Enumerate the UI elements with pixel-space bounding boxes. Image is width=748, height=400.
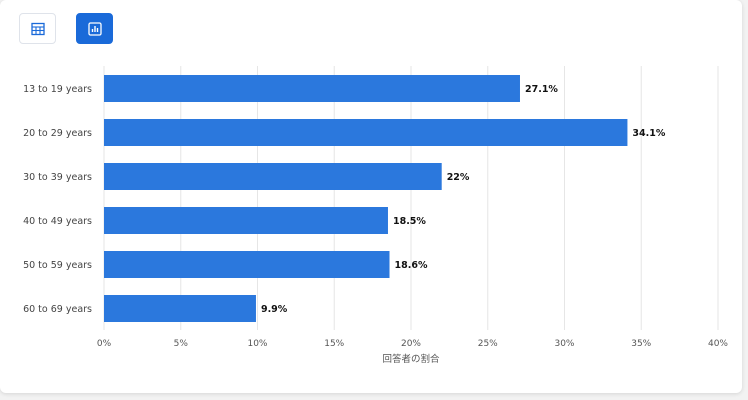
x-tick-label: 35% bbox=[631, 339, 651, 349]
x-tick-label: 10% bbox=[247, 339, 267, 349]
table-icon bbox=[30, 22, 45, 35]
bar[interactable] bbox=[104, 163, 442, 190]
category-label: 50 to 59 years bbox=[23, 260, 92, 271]
data-label: 9.9% bbox=[261, 304, 288, 315]
data-label: 22% bbox=[447, 172, 470, 183]
bar[interactable] bbox=[104, 119, 628, 146]
x-tick-label: 15% bbox=[324, 339, 344, 349]
x-tick-label: 0% bbox=[97, 339, 112, 349]
data-label: 27.1% bbox=[525, 84, 558, 95]
bar[interactable] bbox=[104, 295, 256, 322]
x-tick-label: 30% bbox=[554, 339, 574, 349]
bar[interactable] bbox=[104, 251, 390, 278]
x-tick-labels: 0% 5% 10% 15% 20% 25% 30% 35% 40% bbox=[97, 339, 729, 349]
bar-chart: 13 to 19 years 20 to 29 years 30 to 39 yea… bbox=[23, 66, 729, 365]
chart-view-button[interactable] bbox=[76, 13, 113, 44]
category-labels: 13 to 19 years 20 to 29 years 30 to 39 yea… bbox=[23, 84, 92, 315]
bars bbox=[104, 75, 628, 322]
chart-card: 13 to 19 years 20 to 29 years 30 to 39 yea… bbox=[0, 0, 742, 393]
x-tick-label: 20% bbox=[401, 339, 421, 349]
category-label: 30 to 39 years bbox=[23, 172, 92, 183]
x-axis-title: 回答者の割合 bbox=[382, 353, 440, 365]
category-label: 40 to 49 years bbox=[23, 216, 92, 227]
grid-lines bbox=[103, 66, 719, 330]
bar[interactable] bbox=[104, 207, 388, 234]
x-tick-label: 40% bbox=[708, 339, 728, 349]
x-tick-label: 5% bbox=[174, 339, 189, 349]
data-label: 34.1% bbox=[632, 128, 665, 139]
table-view-button[interactable] bbox=[19, 13, 56, 44]
category-label: 20 to 29 years bbox=[23, 128, 92, 139]
bar[interactable] bbox=[104, 75, 520, 102]
bar-chart-icon bbox=[87, 21, 102, 36]
value-labels: 27.1% 34.1% 22% 18.5% 18.6% 9.9% bbox=[261, 84, 666, 315]
category-label: 60 to 69 years bbox=[23, 304, 92, 315]
data-label: 18.5% bbox=[393, 216, 426, 227]
category-label: 13 to 19 years bbox=[23, 84, 92, 95]
data-label: 18.6% bbox=[395, 260, 428, 271]
x-tick-label: 25% bbox=[478, 339, 498, 349]
